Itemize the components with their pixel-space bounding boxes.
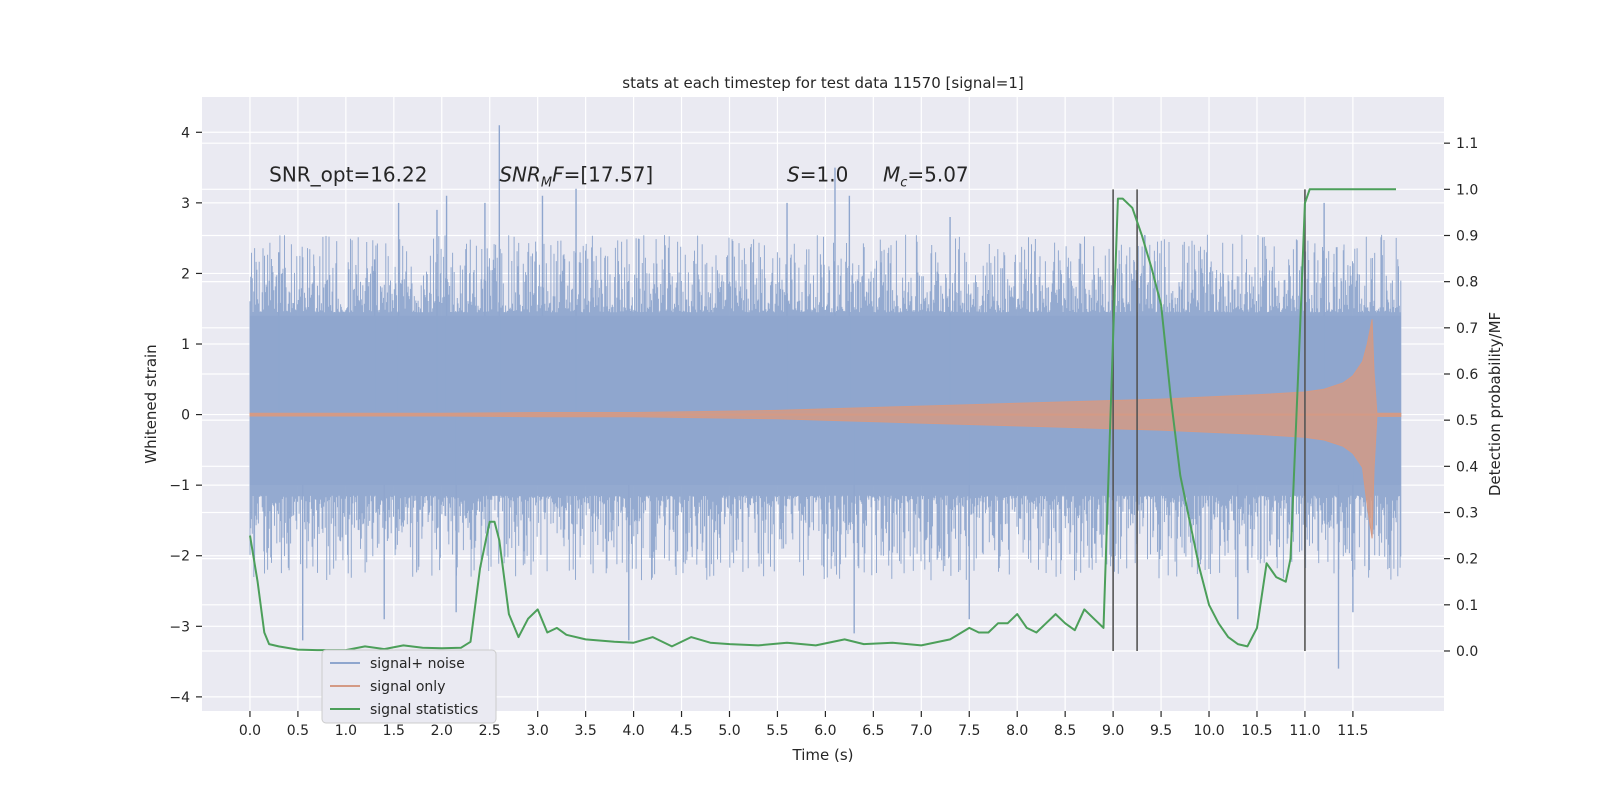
y-axis-right: 0.0 0.1 0.2 0.3 0.4 0.5 0.6 0.7 0.8 0.9 1.0 1.1 — [1444, 136, 1478, 660]
annotations: SNR_opt=16.22 SNRMF=[17.57] S=1.0 Mc=5.07 — [269, 163, 969, 191]
x-tick-label-16: 8.0 — [1006, 723, 1028, 739]
x-tick-label-18: 9.0 — [1102, 723, 1124, 739]
y-tick-label-5: 1 — [181, 337, 190, 353]
x-tick-label-2: 1.0 — [335, 723, 357, 739]
legend-box — [321, 649, 497, 724]
marker-lines — [1112, 189, 1306, 651]
y-tick-label-8: 4 — [181, 125, 190, 141]
y2-tick-label-8: 0.8 — [1456, 275, 1478, 291]
y-axis-left: −4 −3 −2 −1 0 1 2 3 4 — [169, 125, 202, 706]
x-tick-label-1: 0.5 — [287, 723, 309, 739]
y2-tick-label-7: 0.7 — [1456, 321, 1478, 337]
y2-tick-label-4: 0.4 — [1456, 459, 1478, 475]
x-tick-label-4: 2.0 — [431, 723, 453, 739]
x-axis-title: Time (s) — [792, 746, 854, 764]
y2-tick-label-0: 0.0 — [1456, 644, 1478, 660]
x-tick-label-11: 5.5 — [766, 723, 788, 739]
x-tick-label-22: 11.0 — [1289, 723, 1320, 739]
x-tick-label-14: 7.0 — [910, 723, 932, 739]
signal-only-envelope — [249, 319, 1402, 539]
y-tick-label-7: 3 — [181, 196, 190, 212]
y-tick-label-0: −4 — [169, 690, 190, 706]
x-axis: 0.0 0.5 1.0 1.5 2.0 2.5 3.0 3.5 4.0 4.5 5.0 5.5 6.0 6… — [239, 711, 1368, 739]
x-tick-label-6: 3.0 — [527, 723, 549, 739]
x-tick-label-9: 4.5 — [670, 723, 692, 739]
legend-label-signal-only: signal only — [370, 679, 445, 695]
signal-statistics-series — [249, 188, 1396, 652]
x-tick-label-20: 10.0 — [1193, 723, 1224, 739]
x-tick-label-23: 11.5 — [1337, 723, 1368, 739]
x-tick-label-10: 5.0 — [718, 723, 740, 739]
y-tick-label-4: 0 — [181, 408, 190, 424]
legend-label-signal-noise: signal+ noise — [370, 656, 465, 672]
x-tick-label-0: 0.0 — [239, 723, 261, 739]
x-tick-label-21: 10.5 — [1241, 723, 1272, 739]
y-tick-label-2: −2 — [169, 549, 190, 565]
annotation-snr-mf: SNRMF=[17.57] — [499, 163, 653, 191]
legend: signal+ noise signal only signal statist… — [321, 649, 497, 724]
chart-title: stats at each timestep for test data 115… — [622, 74, 1023, 92]
y2-tick-label-9: 0.9 — [1456, 228, 1478, 244]
annotation-mc-value: Mc=5.07 — [883, 163, 969, 191]
y-tick-label-1: −3 — [169, 619, 190, 635]
x-tick-label-19: 9.5 — [1150, 723, 1172, 739]
x-tick-label-3: 1.5 — [383, 723, 405, 739]
x-tick-label-7: 3.5 — [574, 723, 596, 739]
y2-axis-title: Detection probability/MF — [1486, 312, 1504, 496]
y-tick-label-6: 2 — [181, 266, 190, 282]
x-tick-label-17: 8.5 — [1054, 723, 1076, 739]
y2-tick-label-1: 0.1 — [1456, 598, 1478, 614]
x-tick-label-8: 4.0 — [622, 723, 644, 739]
y2-tick-label-11: 1.1 — [1456, 136, 1478, 152]
y-tick-label-3: −1 — [169, 478, 190, 494]
y2-tick-label-2: 0.2 — [1456, 552, 1478, 568]
annotation-snr-opt: SNR_opt=16.22 — [269, 163, 427, 187]
x-tick-label-5: 2.5 — [479, 723, 501, 739]
x-tick-label-12: 6.0 — [814, 723, 836, 739]
x-tick-label-15: 7.5 — [958, 723, 980, 739]
signal-statistics-line — [249, 188, 1396, 652]
y2-tick-label-10: 1.0 — [1456, 182, 1478, 198]
legend-label-signal-statistics: signal statistics — [370, 702, 478, 718]
x-tick-label-13: 6.5 — [862, 723, 884, 739]
y2-tick-label-6: 0.6 — [1456, 367, 1478, 383]
y-axis-title: Whitened strain — [142, 344, 160, 463]
y2-tick-label-5: 0.5 — [1456, 413, 1478, 429]
signal-only-series — [249, 319, 1402, 539]
y2-tick-label-3: 0.3 — [1456, 505, 1478, 521]
annotation-s-value: S=1.0 — [787, 163, 848, 187]
